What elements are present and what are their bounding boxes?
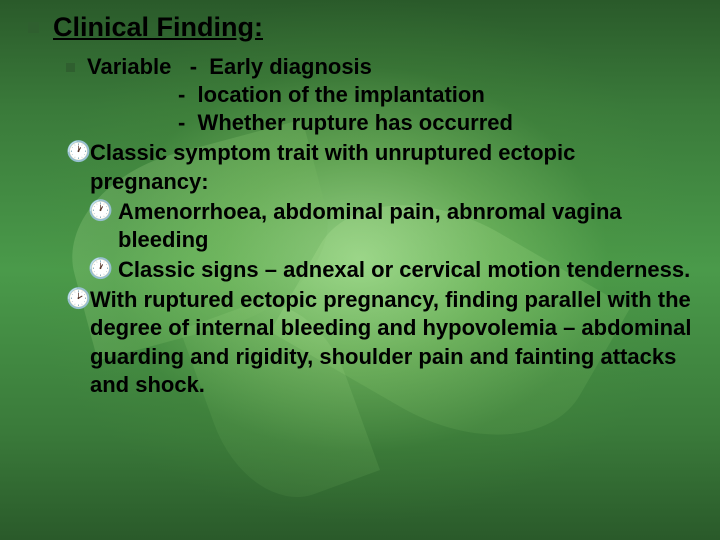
sub-bullet-text: Classic signs – adnexal or cervical moti…	[118, 256, 692, 284]
square-bullet-icon	[66, 63, 75, 72]
sub-bullet-row: 🕐 Amenorrhoea, abdominal pain, abnromal …	[66, 198, 692, 254]
slide-title: Clinical Finding:	[53, 12, 263, 43]
variable-block: Variable - Early diagnosis	[87, 53, 372, 81]
clock-icon: 🕐	[88, 198, 110, 225]
clock-icon: 🕐	[88, 256, 110, 283]
bullet-row: 🕐 Classic symptom trait with unruptured …	[66, 139, 692, 195]
dash-item: - location of the implantation	[66, 81, 692, 109]
title-row: Clinical Finding:	[28, 12, 692, 43]
dash-item: - Early diagnosis	[190, 54, 372, 79]
body-text: Variable - Early diagnosis - location of…	[66, 53, 692, 399]
sub-bullet-row: 🕐 Classic signs – adnexal or cervical mo…	[66, 256, 692, 284]
bullet-text: With ruptured ectopic pregnancy, finding…	[90, 286, 692, 399]
sub-bullet-text: Amenorrhoea, abdominal pain, abnromal va…	[118, 198, 692, 254]
content-area: Clinical Finding: Variable - Early diagn…	[0, 0, 720, 399]
dash-item: - Whether rupture has occurred	[66, 109, 692, 137]
square-bullet-icon	[28, 22, 39, 33]
slide: Clinical Finding: Variable - Early diagn…	[0, 0, 720, 540]
variable-label: Variable	[87, 54, 171, 79]
clock-icon: 🕐	[66, 139, 84, 166]
variable-row: Variable - Early diagnosis	[66, 53, 692, 81]
bullet-row: 🕑 With ruptured ectopic pregnancy, findi…	[66, 286, 692, 399]
bullet-text: Classic symptom trait with unruptured ec…	[90, 139, 692, 195]
clock-icon: 🕑	[66, 286, 84, 313]
sub-bullet-text-span: Classic signs – adnexal or cervical moti…	[118, 257, 690, 282]
